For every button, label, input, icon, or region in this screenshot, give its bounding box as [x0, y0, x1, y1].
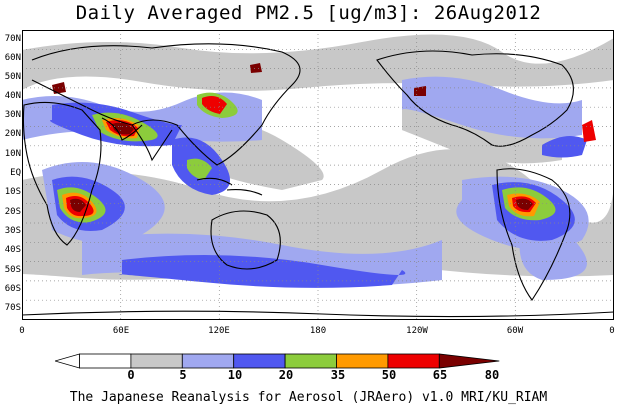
lon-label-180: 180 [309, 326, 327, 336]
lat-label-30n: 30N [4, 110, 21, 120]
colorbar-label-5: 5 [179, 368, 187, 382]
colorbar-segment [181, 353, 235, 369]
lon-label-120w: 120W [406, 326, 428, 336]
lat-label-70s: 70S [4, 303, 21, 313]
colorbar-segment [284, 353, 337, 369]
colorbar-label-0: 0 [127, 368, 135, 382]
pm25-map [22, 30, 614, 320]
lat-label-50n: 50N [4, 72, 21, 82]
lat-label-60n: 60N [4, 53, 21, 63]
colorbar-label-50: 50 [381, 368, 397, 382]
lat-label-40s: 40S [4, 245, 21, 255]
colorbar-label-80: 80 [484, 368, 500, 382]
lon-label-60w: 60W [506, 326, 524, 336]
lon-label-120e: 120E [208, 326, 230, 336]
lat-label-30s: 30S [4, 226, 21, 236]
colorbar-label-10: 10 [227, 368, 243, 382]
lat-label-eq: EQ [10, 168, 21, 178]
graticule [22, 30, 614, 320]
colorbar-segment [387, 353, 440, 369]
colorbar-segment [79, 353, 132, 369]
colorbar-label-35: 35 [330, 368, 346, 382]
colorbar-segment [130, 353, 183, 369]
colorbar-segment [336, 353, 389, 369]
lat-label-60s: 60S [4, 284, 21, 294]
colorbar-label-65: 65 [432, 368, 448, 382]
colorbar-right-arrow [438, 353, 500, 369]
coastlines [22, 43, 614, 318]
colorbar [55, 353, 500, 369]
map-frame [22, 30, 614, 320]
pm25-darkred-band [52, 63, 533, 212]
lat-label-50s: 50S [4, 265, 21, 275]
lat-label-20n: 20N [4, 129, 21, 139]
colorbar-segment [233, 353, 286, 369]
colorbar-left-arrow [55, 353, 80, 369]
map-title: Daily Averaged PM2.5 [ug/m3]: 26Aug2012 [75, 2, 542, 24]
lon-label-0-left: 0 [19, 326, 25, 336]
lat-label-10n: 10N [4, 149, 21, 159]
lat-label-70n: 70N [4, 34, 21, 44]
lat-label-20s: 20S [4, 207, 21, 217]
colorbar-label-20: 20 [278, 368, 294, 382]
lat-label-40n: 40N [4, 91, 21, 101]
lat-label-10s: 10S [4, 187, 21, 197]
lon-label-0-right: 0 [609, 326, 615, 336]
lon-label-60e: 60E [112, 326, 130, 336]
credit-line: The Japanese Reanalysis for Aerosol (JRA… [69, 390, 548, 405]
